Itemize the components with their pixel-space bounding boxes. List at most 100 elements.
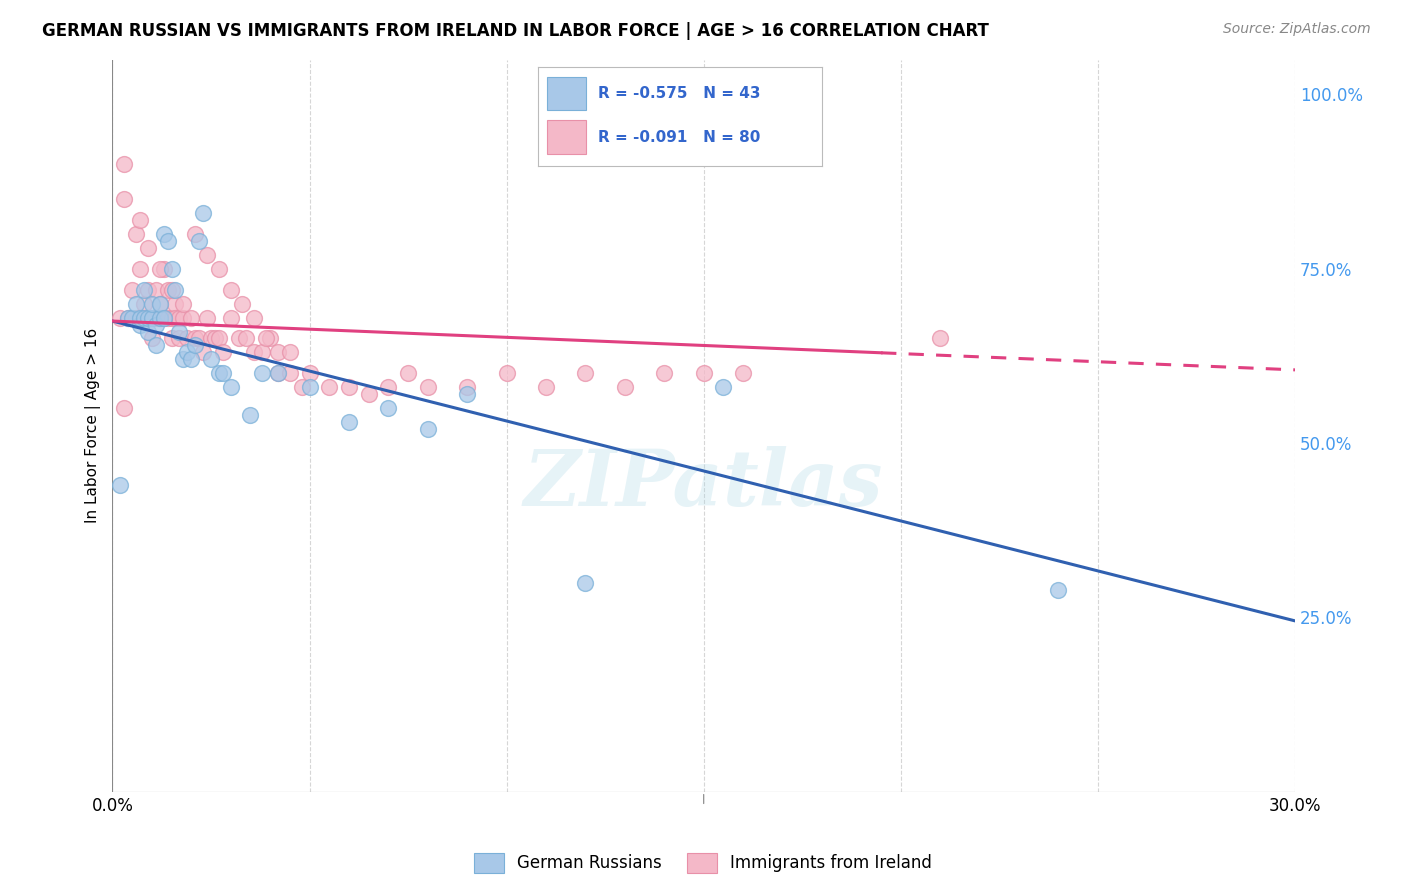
Point	[195, 310, 218, 325]
Point	[132, 310, 155, 325]
Point	[169, 310, 191, 325]
Point	[152, 310, 174, 325]
Point	[200, 352, 222, 367]
Point	[156, 310, 179, 325]
Point	[112, 192, 135, 206]
Point	[145, 318, 167, 332]
Point	[195, 248, 218, 262]
Point	[149, 310, 172, 325]
Point	[129, 310, 152, 325]
Point	[149, 296, 172, 310]
Point	[219, 380, 242, 394]
Point	[145, 338, 167, 352]
Point	[165, 310, 187, 325]
Point	[291, 380, 314, 394]
Point	[652, 367, 675, 381]
Point	[208, 367, 231, 381]
Point	[495, 367, 517, 381]
Text: GERMAN RUSSIAN VS IMMIGRANTS FROM IRELAND IN LABOR FORCE | AGE > 16 CORRELATION : GERMAN RUSSIAN VS IMMIGRANTS FROM IRELAN…	[42, 22, 988, 40]
Point	[231, 296, 253, 310]
Point	[318, 380, 340, 394]
Point	[149, 261, 172, 276]
Point	[188, 234, 211, 248]
Point	[152, 227, 174, 241]
Point	[243, 345, 266, 359]
Point	[160, 331, 183, 345]
Point	[180, 352, 202, 367]
Point	[136, 325, 159, 339]
Point	[267, 367, 290, 381]
Point	[141, 296, 163, 310]
Point	[208, 331, 231, 345]
Point	[574, 575, 596, 590]
Point	[184, 227, 207, 241]
Point	[110, 310, 132, 325]
Point	[125, 310, 148, 325]
Point	[180, 310, 202, 325]
Point	[416, 422, 439, 436]
Point	[136, 310, 159, 325]
Point	[396, 367, 419, 381]
Point	[613, 380, 636, 394]
Point	[169, 325, 191, 339]
Point	[145, 310, 167, 325]
Point	[112, 401, 135, 416]
Text: Source: ZipAtlas.com: Source: ZipAtlas.com	[1223, 22, 1371, 37]
Point	[250, 367, 273, 381]
Point	[456, 387, 478, 401]
Point	[149, 296, 172, 310]
Point	[117, 310, 139, 325]
Point	[1047, 582, 1070, 597]
Point	[165, 296, 187, 310]
Point	[160, 261, 183, 276]
Point	[129, 318, 152, 332]
Point	[129, 310, 152, 325]
Point	[278, 345, 301, 359]
Point	[298, 380, 321, 394]
Point	[416, 380, 439, 394]
Point	[208, 261, 231, 276]
Point	[254, 331, 277, 345]
Text: ZIPatlas: ZIPatlas	[524, 446, 883, 523]
Point	[211, 345, 233, 359]
Point	[149, 310, 172, 325]
Point	[278, 367, 301, 381]
Point	[169, 331, 191, 345]
Point	[250, 345, 273, 359]
Point	[211, 367, 233, 381]
Point	[219, 310, 242, 325]
Point	[184, 331, 207, 345]
Point	[713, 380, 735, 394]
Point	[456, 380, 478, 394]
Point	[337, 380, 360, 394]
Point	[136, 283, 159, 297]
Point	[228, 331, 250, 345]
Point	[125, 227, 148, 241]
Point	[534, 380, 557, 394]
Point	[184, 338, 207, 352]
Y-axis label: In Labor Force | Age > 16: In Labor Force | Age > 16	[86, 328, 101, 524]
Point	[204, 331, 226, 345]
Point	[267, 367, 290, 381]
Point	[200, 331, 222, 345]
Point	[191, 345, 214, 359]
Point	[132, 296, 155, 310]
Point	[132, 283, 155, 297]
Point	[172, 296, 194, 310]
Point	[267, 345, 290, 359]
Point	[693, 367, 716, 381]
Point	[929, 331, 952, 345]
Point	[141, 331, 163, 345]
Point	[160, 310, 183, 325]
Point	[156, 234, 179, 248]
Point	[117, 310, 139, 325]
Point	[188, 331, 211, 345]
Point	[172, 352, 194, 367]
Point	[129, 213, 152, 227]
Point	[132, 310, 155, 325]
Point	[152, 261, 174, 276]
Point	[176, 331, 198, 345]
Point	[136, 310, 159, 325]
Legend: German Russians, Immigrants from Ireland: German Russians, Immigrants from Ireland	[467, 847, 939, 880]
Point	[136, 241, 159, 255]
